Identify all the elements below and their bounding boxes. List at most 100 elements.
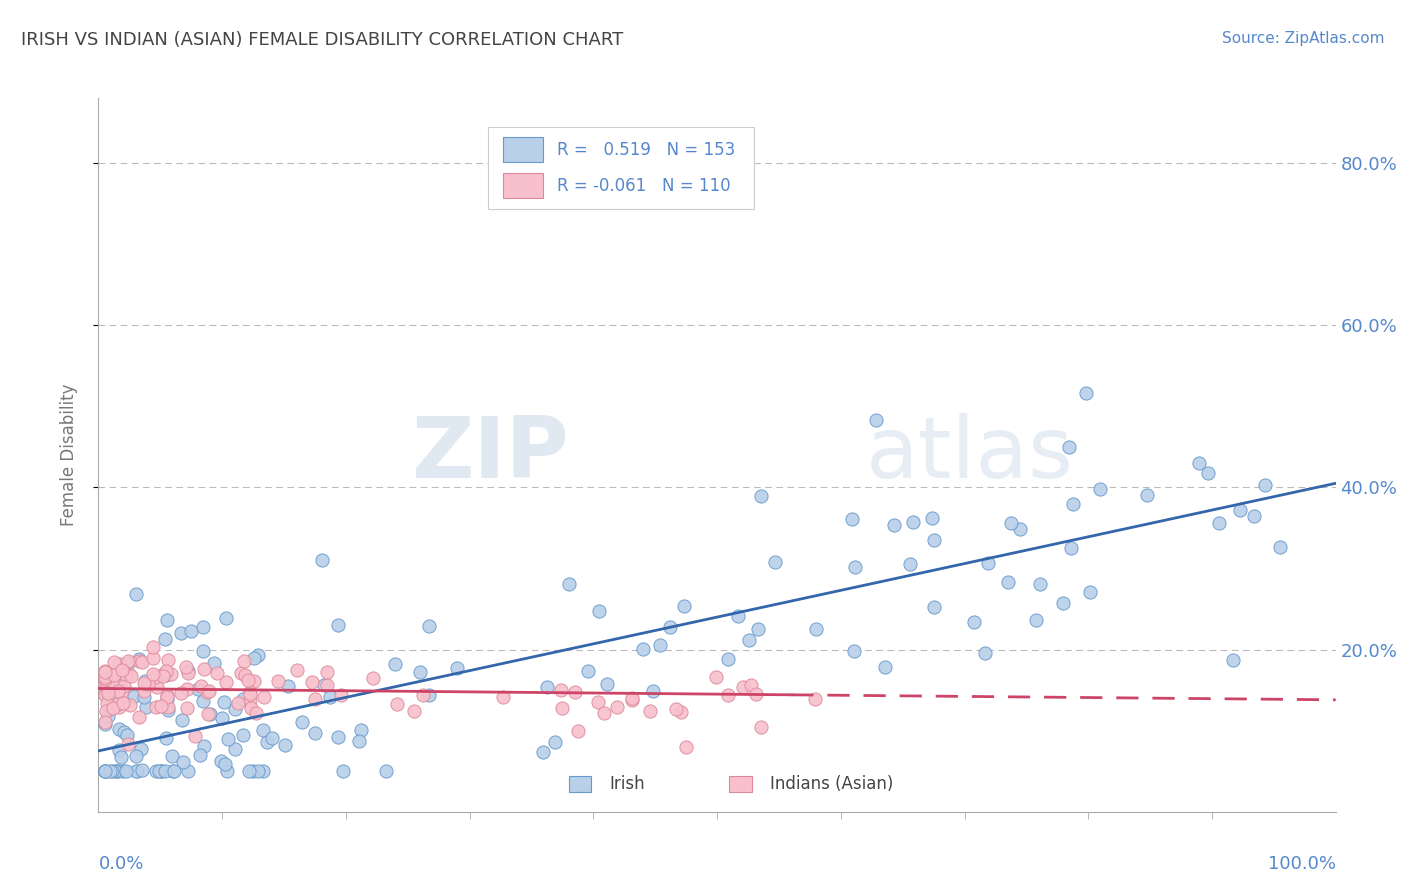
Point xyxy=(111,696,134,710)
Point xyxy=(177,764,200,779)
Point xyxy=(108,673,131,687)
Point xyxy=(97,685,120,699)
Point xyxy=(108,722,131,736)
Point xyxy=(124,748,146,763)
Point xyxy=(156,613,179,627)
Point xyxy=(103,668,125,682)
Point xyxy=(197,685,219,699)
Point xyxy=(217,731,239,746)
Point xyxy=(238,673,260,687)
Point xyxy=(803,691,825,706)
Point xyxy=(132,676,155,690)
Point xyxy=(131,656,153,670)
Point xyxy=(157,653,180,667)
Point xyxy=(319,690,342,704)
Text: R = -0.061   N = 110: R = -0.061 N = 110 xyxy=(557,177,731,194)
Point xyxy=(252,764,274,779)
FancyBboxPatch shape xyxy=(568,776,591,792)
Point xyxy=(170,625,193,640)
Point xyxy=(101,674,124,689)
Point xyxy=(108,657,131,671)
Point xyxy=(1078,585,1101,599)
Point xyxy=(285,663,308,677)
Point xyxy=(93,764,115,779)
Point xyxy=(844,644,866,658)
Point xyxy=(557,576,579,591)
Point xyxy=(763,555,786,569)
Point xyxy=(193,662,215,676)
Point xyxy=(745,687,768,701)
Point xyxy=(107,697,129,711)
Point xyxy=(108,700,131,714)
Point xyxy=(146,681,169,695)
Point xyxy=(239,701,262,715)
Point xyxy=(246,764,269,779)
Point xyxy=(93,764,115,779)
Point xyxy=(172,756,194,770)
Point xyxy=(550,682,572,697)
Point xyxy=(156,700,179,714)
Point xyxy=(128,654,150,668)
Point xyxy=(97,709,120,723)
Point xyxy=(588,604,610,618)
Point xyxy=(112,668,135,682)
Point xyxy=(100,764,122,779)
Point xyxy=(149,764,172,779)
Point xyxy=(1010,523,1032,537)
Point xyxy=(1074,385,1097,400)
Point xyxy=(252,723,274,737)
Point xyxy=(105,764,128,779)
Point xyxy=(733,680,755,694)
Point xyxy=(197,707,219,722)
Point xyxy=(231,666,253,681)
Text: Irish: Irish xyxy=(609,775,645,793)
Point xyxy=(1197,466,1219,480)
Point xyxy=(314,677,336,691)
Point xyxy=(567,724,589,739)
FancyBboxPatch shape xyxy=(488,127,754,209)
Point xyxy=(1052,596,1074,610)
Point xyxy=(143,670,166,684)
Point xyxy=(93,764,115,779)
Point xyxy=(224,741,246,756)
Point xyxy=(883,518,905,533)
Point xyxy=(153,764,176,779)
Point xyxy=(665,702,688,716)
Point xyxy=(101,701,124,715)
Point xyxy=(704,669,727,683)
FancyBboxPatch shape xyxy=(503,137,543,162)
Point xyxy=(188,747,211,762)
Point xyxy=(717,689,740,703)
Point xyxy=(93,665,115,680)
Point xyxy=(747,622,769,636)
Point xyxy=(107,764,129,779)
Point xyxy=(96,696,118,710)
Point xyxy=(96,679,118,693)
Point xyxy=(215,611,238,625)
Point xyxy=(347,734,370,748)
Point xyxy=(412,688,434,702)
Text: ZIP: ZIP xyxy=(411,413,568,497)
Point xyxy=(621,693,644,707)
Point xyxy=(159,667,181,681)
Point xyxy=(112,725,135,739)
Point xyxy=(531,745,554,759)
Point xyxy=(749,489,772,503)
Point xyxy=(193,644,215,658)
Point xyxy=(156,703,179,717)
Point xyxy=(361,671,384,685)
Point xyxy=(350,723,373,738)
Point xyxy=(329,688,352,702)
Point xyxy=(232,728,254,742)
Point xyxy=(409,665,432,680)
Point xyxy=(536,680,558,694)
Point xyxy=(211,711,233,725)
Point xyxy=(177,666,200,681)
Point xyxy=(217,764,239,779)
Point xyxy=(865,413,887,427)
Point xyxy=(375,764,398,779)
Point xyxy=(152,669,174,683)
Point xyxy=(209,754,232,768)
Point xyxy=(93,688,115,702)
Point xyxy=(174,660,197,674)
